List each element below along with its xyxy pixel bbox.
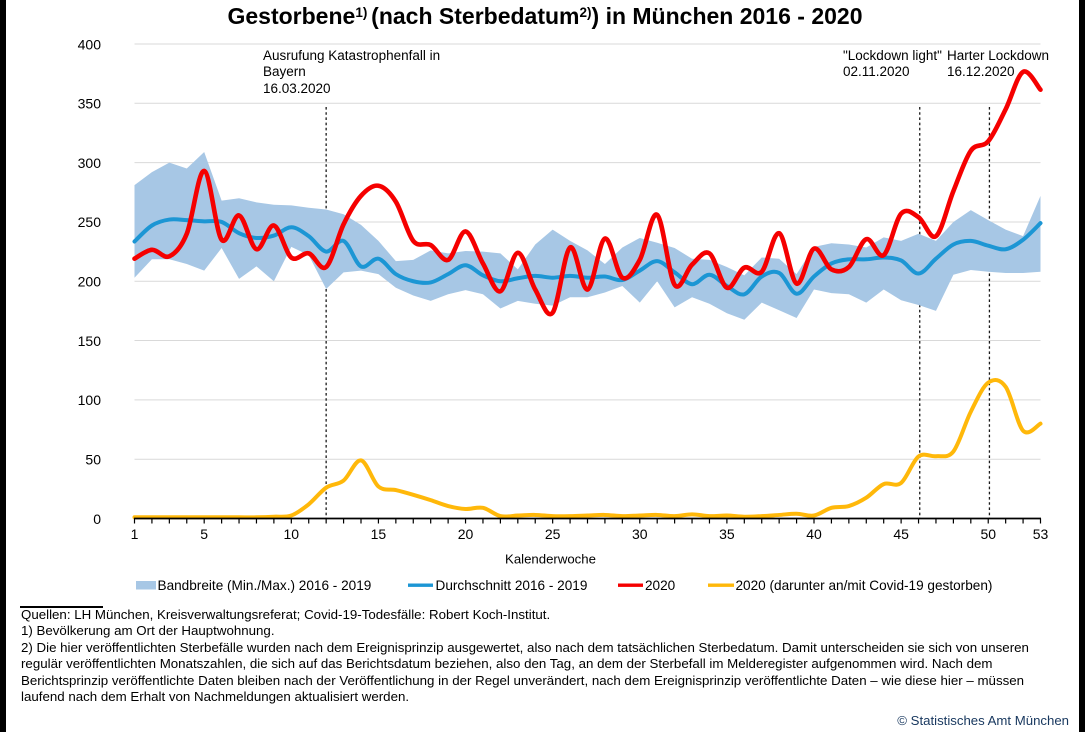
svg-text:Kalenderwoche: Kalenderwoche: [505, 552, 596, 567]
svg-text:45: 45: [893, 526, 909, 542]
svg-text:Bandbreite (Min./Max.) 2016 -: Bandbreite (Min./Max.) 2016 - 2019: [158, 578, 372, 593]
svg-text:1: 1: [131, 526, 139, 542]
svg-text:350: 350: [78, 96, 102, 112]
svg-text:5: 5: [200, 526, 208, 542]
svg-text:25: 25: [545, 526, 561, 542]
svg-text:50: 50: [85, 451, 101, 467]
svg-text:400: 400: [78, 36, 102, 52]
svg-text:30: 30: [632, 526, 648, 542]
svg-text:2020 (darunter an/mit Covid-19: 2020 (darunter an/mit Covid-19 gestorben…: [736, 578, 993, 593]
svg-text:10: 10: [284, 526, 300, 542]
svg-text:40: 40: [806, 526, 822, 542]
svg-text:250: 250: [78, 214, 102, 230]
svg-text:50: 50: [980, 526, 996, 542]
svg-text:2020: 2020: [645, 578, 676, 593]
svg-text:35: 35: [719, 526, 735, 542]
svg-text:200: 200: [78, 274, 102, 290]
svg-text:20: 20: [458, 526, 474, 542]
svg-text:53: 53: [1033, 526, 1049, 542]
svg-text:0: 0: [93, 511, 101, 527]
svg-text:15: 15: [371, 526, 387, 542]
svg-text:300: 300: [78, 155, 102, 171]
svg-text:100: 100: [78, 392, 102, 408]
svg-text:Durchschnitt 2016 - 2019: Durchschnitt 2016 - 2019: [436, 578, 588, 593]
svg-text:150: 150: [78, 333, 102, 349]
